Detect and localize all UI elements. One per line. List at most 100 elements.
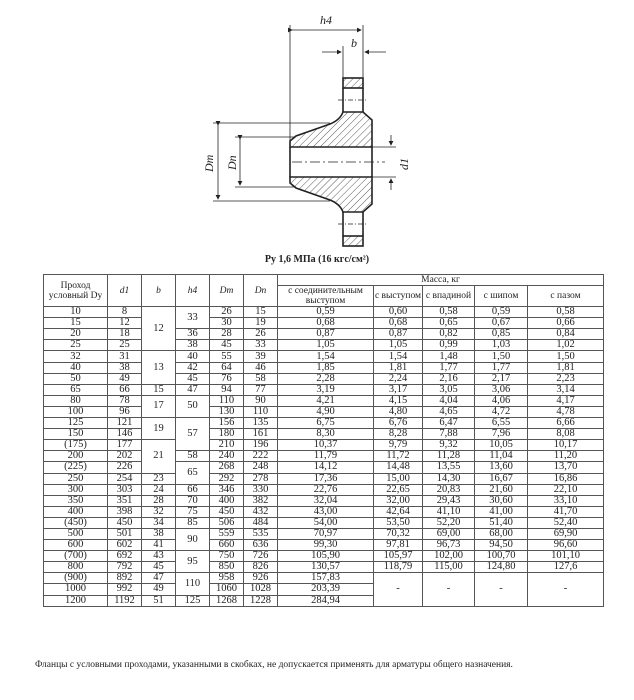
- cell-mass: 70,32: [373, 527, 423, 541]
- cell-Dn: 432: [243, 505, 278, 518]
- cell-mass: 11,79: [277, 450, 374, 463]
- table-row: 350 351 28 70 400 382 32,04 32,00 29,43 30,60 33,1…: [43, 494, 605, 507]
- cell-b: 13: [141, 350, 176, 385]
- cell-mass-empty: -: [422, 572, 475, 607]
- hub-lower: [289, 176, 373, 213]
- cell-dy: 400: [43, 505, 108, 518]
- cell-mass: 22,65: [373, 483, 423, 496]
- cell-h4: 90: [175, 527, 210, 552]
- cell-d1: 96: [107, 405, 142, 419]
- cell-mass: 13,60: [474, 461, 528, 474]
- cell-Dm: 28: [209, 328, 244, 341]
- table-row: (225) 226 65 268 248 14,12 14,48 13,55 13,60 13,7…: [43, 461, 605, 485]
- cell-mass: 16,67: [474, 472, 528, 485]
- cell-Dn: 222: [243, 450, 278, 463]
- cell-mass: 4,90: [277, 405, 374, 419]
- cell-Dn: 926: [243, 572, 278, 585]
- header-mass-col: с пазом: [526, 285, 605, 308]
- cell-b: 15: [141, 383, 176, 396]
- cell-mass: 30,60: [474, 494, 528, 507]
- cell-dy: 600: [43, 539, 108, 552]
- table-row: 600 602 41 660 636 99,30 97,81 96,73 94,50 96,60: [43, 539, 605, 552]
- table-row: 100 96 130 110 4,90 4,80 4,65 4,72 4,78: [43, 405, 605, 419]
- cell-mass: 54,00: [277, 516, 374, 529]
- cell-d1: 146: [107, 428, 142, 441]
- cell-mass: 1,50: [474, 350, 528, 363]
- cell-mass: 1,81: [526, 361, 605, 374]
- cell-mass: 0,68: [277, 317, 374, 330]
- cell-b: 47: [141, 572, 176, 585]
- cell-h4: 66: [175, 483, 210, 496]
- table-row: 40 38 42 64 46 1,85 1,81 1,77 1,77 1,81: [43, 361, 605, 374]
- cell-d1: 692: [107, 550, 142, 563]
- cell-mass: 10,37: [277, 439, 374, 452]
- cell-d1: 792: [107, 561, 142, 574]
- header-Dm: Dm: [209, 273, 244, 308]
- cell-mass: 9,32: [422, 439, 475, 452]
- cell-mass: 52,20: [422, 516, 475, 529]
- cell-mass: 11,04: [474, 450, 528, 463]
- cell-Dm: 55: [209, 350, 244, 363]
- label-b: b: [351, 36, 357, 50]
- table-row: 1000 992 49 1060 1028 203,39: [43, 583, 604, 596]
- flange-drawing: h4 b Dm Dn d1: [202, 13, 411, 247]
- cell-dy: 100: [43, 405, 108, 419]
- cell-Dn: 535: [243, 527, 278, 541]
- cell-mass: 0,58: [422, 306, 475, 319]
- cell-mass: 203,39: [277, 583, 374, 596]
- cell-h4: 38: [175, 339, 210, 352]
- cell-mass: 102,00: [422, 550, 475, 563]
- cell-Dm: 30: [209, 317, 244, 330]
- cell-mass: 14,30: [422, 472, 475, 485]
- cell-mass: 3,14: [526, 383, 605, 396]
- cell-mass: 2,28: [277, 372, 374, 385]
- cell-b: 28: [141, 494, 176, 507]
- cell-Dn: 46: [243, 361, 278, 374]
- cell-mass: 6,47: [422, 417, 475, 430]
- cell-dy: 300: [43, 483, 108, 496]
- cell-dy: (700): [43, 550, 108, 563]
- cell-mass: 105,97: [373, 550, 423, 563]
- cell-mass: 68,00: [474, 527, 528, 541]
- cell-mass: 69,90: [526, 527, 605, 541]
- cell-Dn: 826: [243, 561, 278, 574]
- cell-dy: 350: [43, 494, 108, 507]
- cell-b: 21: [141, 439, 176, 474]
- cell-mass: 13,55: [422, 461, 475, 474]
- cell-b: 23: [141, 472, 176, 485]
- cell-mass: 1,81: [373, 361, 423, 374]
- cell-Dn: 110: [243, 405, 278, 419]
- cell-mass: 11,28: [422, 450, 475, 463]
- label-Dm: Dm: [202, 154, 216, 173]
- cell-h4: 40: [175, 350, 210, 363]
- cell-d1: 202: [107, 450, 142, 463]
- cell-dy: (900): [43, 572, 108, 585]
- cell-d1: 892: [107, 572, 142, 585]
- cell-d1: 78: [107, 394, 142, 407]
- cell-mass: 14,48: [373, 461, 423, 474]
- cell-Dm: 450: [209, 505, 244, 518]
- header-mass: Масса, кг: [276, 273, 605, 287]
- cell-mass: 0,68: [373, 317, 423, 330]
- label-h4: h4: [320, 13, 332, 27]
- cell-dy: 125: [43, 417, 108, 430]
- cell-mass: 0,87: [277, 328, 374, 341]
- cell-dy: 50: [43, 372, 108, 385]
- cell-dy: 20: [43, 328, 108, 341]
- cell-b: 51: [141, 594, 176, 607]
- cell-mass: 6,55: [474, 417, 528, 430]
- table-row: 10 8 12 33 26 15 0,59 0,60 0,58 0,59 0,58: [43, 306, 605, 352]
- cell-mass: 105,90: [277, 550, 374, 563]
- cell-mass: 4,15: [373, 394, 423, 407]
- table-row: 80 78 17 50 110 90 4,21 4,15 4,04 4,06 4,17: [43, 394, 605, 419]
- cell-mass: 0,82: [422, 328, 475, 341]
- table-row: 400 398 32 75 450 432 43,00 42,64 41,10 41,00 41,7…: [43, 505, 605, 518]
- cell-h4: 45: [175, 372, 210, 385]
- cell-Dn: 33: [243, 339, 278, 352]
- header-dy: Проход условный Dу: [43, 273, 108, 308]
- cell-d1: 18: [107, 328, 142, 341]
- cell-mass: 22,76: [277, 483, 374, 496]
- cell-d1: 501: [107, 527, 142, 541]
- cell-mass: 96,73: [422, 539, 475, 552]
- cell-mass: 124,80: [474, 561, 528, 574]
